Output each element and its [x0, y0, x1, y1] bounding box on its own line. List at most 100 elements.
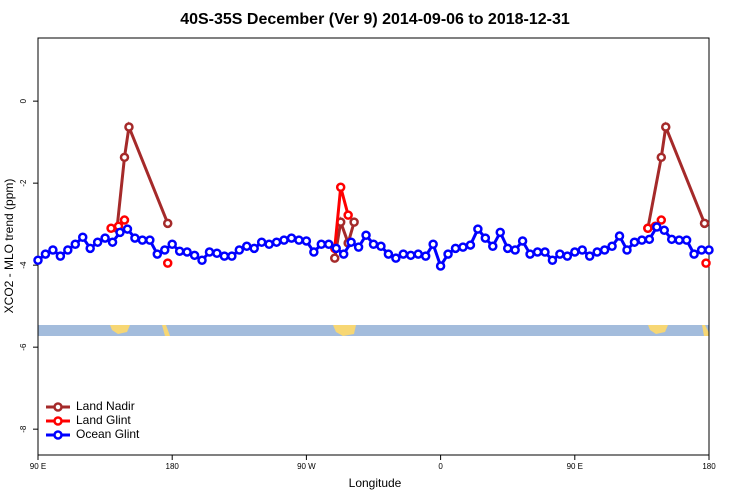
point: [599, 245, 610, 255]
x-tick-label: 90 E: [567, 462, 583, 471]
point: [145, 235, 155, 245]
y-tick-label: -8: [19, 425, 28, 433]
point: [100, 233, 110, 243]
point: [106, 223, 116, 234]
point: [391, 253, 401, 263]
point: [162, 218, 173, 229]
point: [329, 253, 340, 263]
x-axis-label: Longitude: [349, 476, 402, 490]
point: [70, 239, 81, 249]
legend-marker: [53, 430, 63, 440]
point: [122, 224, 133, 234]
point: [33, 255, 43, 265]
point: [689, 249, 699, 259]
point: [525, 249, 535, 259]
y-tick-label: -4: [19, 261, 28, 269]
point: [137, 235, 148, 245]
point: [473, 224, 483, 234]
x-tick-label: 180: [166, 462, 180, 471]
point: [316, 239, 327, 249]
point: [629, 237, 640, 247]
point: [637, 235, 647, 245]
point: [309, 247, 319, 257]
point: [162, 258, 173, 268]
point: [562, 251, 573, 261]
point: [335, 182, 346, 193]
point: [704, 245, 714, 255]
point: [256, 237, 267, 247]
legend-marker: [53, 402, 63, 412]
point: [666, 234, 677, 245]
point: [659, 225, 670, 236]
point: [40, 249, 51, 259]
point: [555, 249, 565, 259]
point: [495, 227, 505, 238]
point: [502, 243, 513, 254]
point: [227, 251, 237, 261]
point: [264, 239, 274, 249]
point: [465, 240, 476, 250]
chart-title: 40S-35S December (Ver 9) 2014-09-06 to 2…: [180, 11, 570, 28]
point: [324, 239, 334, 249]
point: [435, 261, 446, 271]
point: [167, 239, 177, 249]
y-axis-label: XCO2 - MLO trend (ppm): [2, 179, 16, 314]
point: [234, 245, 245, 255]
point: [592, 247, 602, 257]
point: [63, 245, 73, 255]
x-tick-label: 90 E: [30, 462, 46, 471]
point: [413, 249, 423, 259]
point: [674, 235, 684, 245]
point: [174, 246, 185, 256]
series-line: [115, 121, 706, 259]
point: [119, 215, 130, 225]
point: [458, 242, 468, 252]
point: [701, 258, 711, 268]
point: [577, 245, 588, 255]
point: [376, 241, 386, 252]
point: [271, 237, 282, 247]
legend-label: Land Glint: [76, 413, 131, 427]
point: [699, 218, 710, 229]
point: [346, 237, 356, 247]
point: [197, 255, 207, 265]
point: [450, 243, 461, 254]
point: [517, 236, 528, 246]
point: [428, 239, 438, 249]
point: [643, 223, 653, 234]
point: [189, 250, 200, 261]
point: [570, 247, 580, 257]
point: [343, 210, 353, 220]
point: [540, 247, 550, 257]
point: [212, 248, 222, 259]
point: [279, 235, 289, 245]
point: [656, 215, 667, 225]
point: [349, 217, 359, 227]
point: [124, 122, 134, 132]
point: [661, 122, 671, 132]
legend-marker: [53, 416, 63, 426]
point: [547, 255, 558, 265]
point: [696, 245, 707, 255]
point: [368, 239, 379, 249]
point: [115, 227, 125, 238]
point: [219, 251, 230, 261]
point: [159, 245, 170, 255]
point: [242, 241, 252, 252]
point: [622, 245, 632, 255]
point: [406, 250, 416, 261]
point: [644, 234, 655, 245]
point: [152, 249, 163, 259]
point: [85, 243, 95, 254]
point: [331, 243, 341, 254]
y-tick-label: -2: [19, 179, 28, 187]
point: [55, 251, 66, 261]
y-tick-label: -6: [19, 343, 28, 351]
point: [294, 235, 304, 245]
y-tick-label: 0: [19, 98, 28, 103]
point: [510, 245, 520, 255]
point: [353, 242, 364, 252]
point: [249, 243, 259, 254]
x-tick-label: 180: [702, 462, 716, 471]
